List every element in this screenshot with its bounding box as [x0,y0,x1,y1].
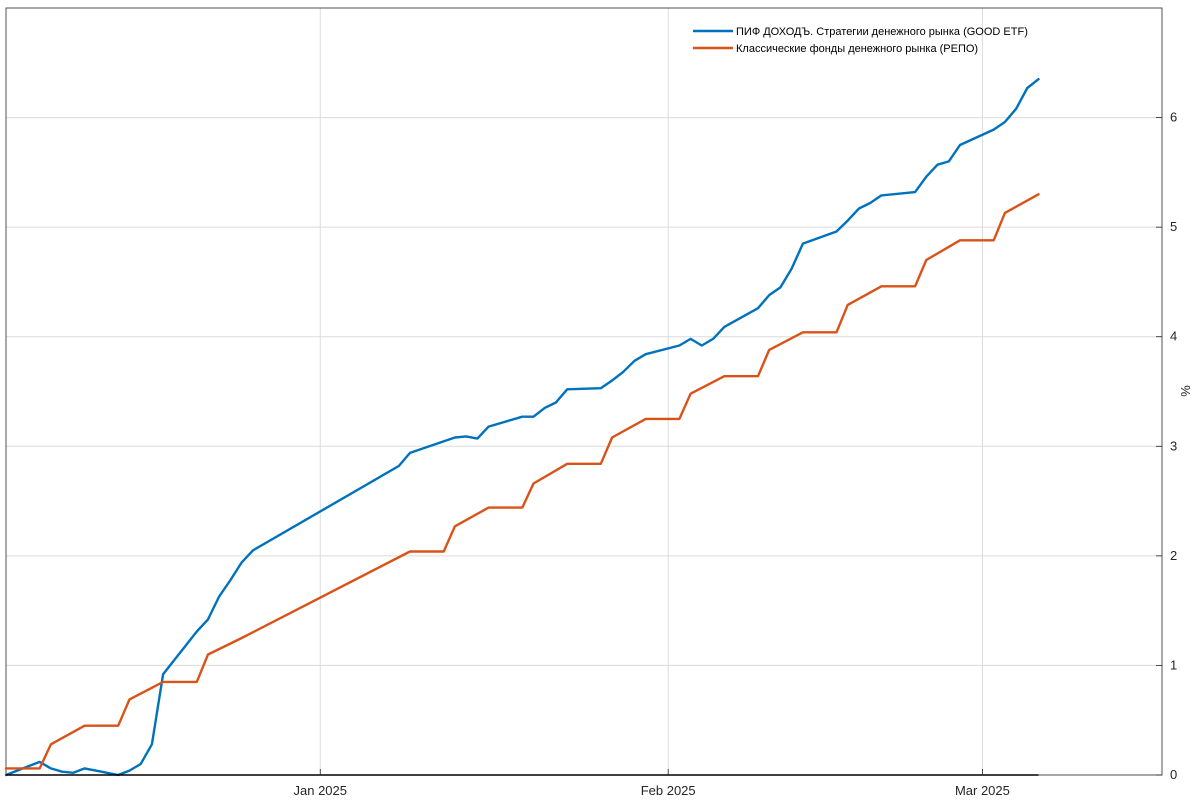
series-line-good-etf [4,78,1040,777]
series-line-repo [4,193,1040,770]
plot-frame [5,7,1163,776]
y-axis-label: % [1178,385,1193,397]
x-axis-ticks: Jan 2025 Feb 2025 Mar 2025 [294,769,1010,798]
x-tick-label: Mar 2025 [955,783,1010,798]
y-tick-label: 4 [1170,329,1177,344]
y-tick-label: 5 [1170,219,1177,234]
x-tick-label: Jan 2025 [294,783,348,798]
y-tick-label: 1 [1170,657,1177,672]
y-tick-label: 0 [1170,767,1177,782]
legend-label-good-etf: ПИФ ДОХОДЪ. Стратегии денежного рынка (G… [736,26,1028,38]
y-tick-label: 6 [1170,110,1177,125]
x-tick-label: Feb 2025 [641,783,696,798]
y-tick-label: 3 [1170,438,1177,453]
legend: ПИФ ДОХОДЪ. Стратегии денежного рынка (G… [693,26,1028,55]
y-axis-ticks: 0 1 2 3 4 5 6 [1156,110,1177,782]
grid-lines [6,8,1162,775]
legend-label-repo: Классические фонды денежного рынка (РЕПО… [736,43,978,55]
series-layer [4,78,1040,777]
y-tick-label: 2 [1170,548,1177,563]
